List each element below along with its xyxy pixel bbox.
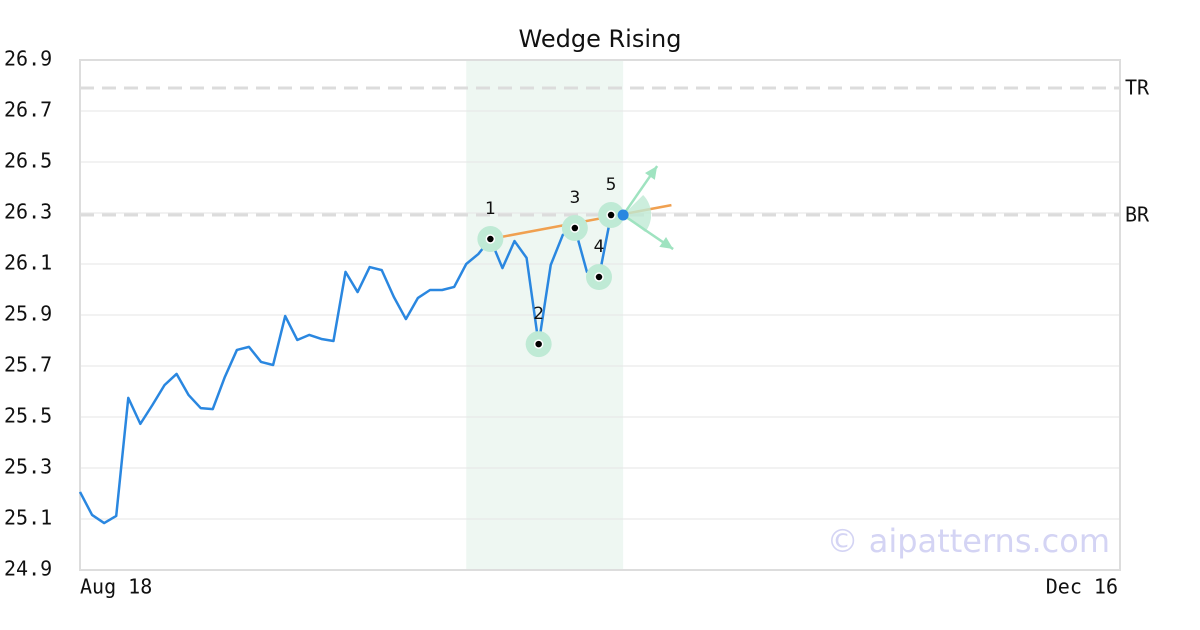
pattern-point	[485, 234, 496, 244]
pattern-point	[606, 210, 616, 220]
y-tick-label: 25.3	[4, 455, 52, 479]
arrow-head	[645, 166, 658, 180]
pattern-point	[570, 223, 580, 233]
level-label: BR	[1125, 203, 1150, 227]
plot-frame	[79, 59, 1121, 571]
y-tick-label: 25.5	[4, 404, 52, 428]
x-tick-label: Dec 16	[1046, 575, 1118, 599]
watermark: © aipatterns.com	[827, 522, 1110, 560]
pattern-point	[594, 272, 604, 282]
pattern-label: 2	[533, 304, 544, 324]
x-tick-label: Aug 18	[80, 575, 152, 599]
pattern-label: 5	[606, 175, 617, 195]
pattern-point	[533, 339, 544, 349]
price-line	[78, 213, 624, 525]
y-tick-label: 26.1	[4, 251, 52, 275]
pattern-label: 3	[569, 188, 580, 208]
y-tick-label: 26.7	[4, 98, 52, 122]
y-tick-label: 25.7	[4, 353, 52, 377]
y-tick-label: 24.9	[4, 557, 52, 581]
y-tick-label: 25.1	[4, 506, 52, 530]
y-tick-label: 25.9	[4, 302, 52, 326]
level-label: TR	[1125, 76, 1150, 100]
pattern-label: 1	[485, 199, 496, 219]
last-point	[617, 209, 629, 221]
y-tick-label: 26.9	[4, 47, 52, 71]
y-tick-label: 26.5	[4, 149, 52, 173]
chart-title: Wedge Rising	[519, 25, 682, 53]
pattern-label: 4	[594, 237, 605, 257]
y-tick-label: 26.3	[4, 200, 52, 224]
arrow-head	[659, 236, 674, 250]
projection-wedge	[623, 195, 652, 233]
